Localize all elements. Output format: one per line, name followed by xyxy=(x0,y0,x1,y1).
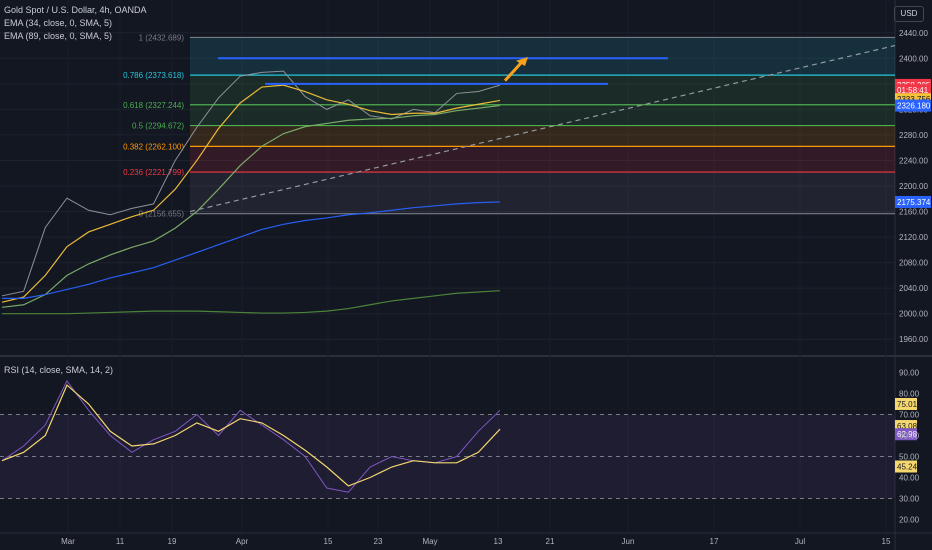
price-tick-label: 2000.00 xyxy=(899,310,928,319)
ema34-legend: EMA (34, close, 0, SMA, 5) xyxy=(4,18,113,28)
series-line xyxy=(2,201,501,299)
fib-level-label: 0 (2156.655) xyxy=(139,210,185,219)
price-badge-label: 01:58:41 xyxy=(897,86,929,95)
time-tick-label: 15 xyxy=(882,537,891,546)
fib-level-label: 0.382 (2262.100) xyxy=(123,142,184,151)
time-tick-label: Mar xyxy=(61,537,75,546)
price-tick-label: 2040.00 xyxy=(899,284,928,293)
fib-level-label: 0.786 (2373.618) xyxy=(123,71,184,80)
fib-band xyxy=(190,146,895,173)
rsi-tick-label: 80.00 xyxy=(899,390,920,399)
time-tick-label: 21 xyxy=(546,537,555,546)
time-tick-label: 11 xyxy=(116,537,125,546)
price-tick-label: 2120.00 xyxy=(899,233,928,242)
rsi-smoothed-line xyxy=(1,384,501,487)
fib-level-label: 0.236 (2221.799) xyxy=(123,168,184,177)
rsi-badge-label: 63.08 xyxy=(897,422,918,431)
time-tick-label: 19 xyxy=(168,537,177,546)
fib-level-label: 0.618 (2327.244) xyxy=(123,101,184,110)
time-tick-label: 23 xyxy=(374,537,383,546)
fib-band xyxy=(190,75,895,105)
rsi-badge xyxy=(895,428,917,441)
price-tick-label: 1960.00 xyxy=(899,335,928,344)
rsi-badge-label: 62.98 xyxy=(897,430,918,439)
rsi-tick-label: 20.00 xyxy=(899,516,920,525)
rsi-tick-label: 70.00 xyxy=(899,411,920,420)
fib-level-label: 0.5 (2294.672) xyxy=(132,122,184,131)
currency-button[interactable]: USD xyxy=(894,6,924,22)
series-line xyxy=(1,70,501,297)
fib-band xyxy=(190,172,895,214)
price-tick-label: 2080.00 xyxy=(899,259,928,268)
fibonacci-retracement[interactable]: 1 (2432.689) 0.786 (2373.618) 0.618 (2327.… xyxy=(123,33,895,219)
fib-band xyxy=(190,125,895,147)
symbol-title: Gold Spot / U.S. Dollar, 4h, OANDA xyxy=(4,5,147,15)
time-tick-label: 13 xyxy=(494,537,503,546)
price-tick-label: 2280.00 xyxy=(899,131,928,140)
ema89-legend: EMA (89, close, 0, SMA, 5) xyxy=(4,31,113,41)
price-series xyxy=(1,70,501,315)
rsi-tick-label: 30.00 xyxy=(899,495,920,504)
price-badge xyxy=(895,99,931,112)
rsi-badge-label: 45.24 xyxy=(897,462,918,471)
price-badge-label: 2326.180 xyxy=(897,102,931,111)
series-line xyxy=(1,84,501,303)
rsi-tick-label: 40.00 xyxy=(899,474,920,483)
time-tick-label: Jun xyxy=(622,537,635,546)
time-tick-label: May xyxy=(422,537,437,546)
trend-line[interactable] xyxy=(189,44,896,213)
price-badge-label: 2175.374 xyxy=(897,198,931,207)
rsi-legend: RSI (14, close, SMA, 14, 2) xyxy=(4,365,114,375)
series-line xyxy=(1,104,501,308)
target-arrowhead[interactable] xyxy=(516,57,528,66)
price-badge xyxy=(895,195,931,208)
price-tick-label: 2160.00 xyxy=(899,208,928,217)
price-tick-label: 2440.00 xyxy=(899,29,928,38)
rsi-tick-label: 90.00 xyxy=(899,369,920,378)
rsi-badge xyxy=(895,397,917,410)
price-tick-label: 2400.00 xyxy=(899,54,928,63)
time-tick-label: 15 xyxy=(324,537,333,546)
fib-band xyxy=(190,104,895,126)
fib-level-label: 1 (2432.689) xyxy=(139,33,185,42)
price-tick-label: 2240.00 xyxy=(899,156,928,165)
axes: 2440.002400.002360.002320.002280.002240.… xyxy=(61,29,931,546)
fib-band xyxy=(190,37,895,76)
rsi-tick-label: 60.00 xyxy=(899,432,920,441)
rsi-tick-label: 50.00 xyxy=(899,453,920,462)
time-tick-label: 17 xyxy=(710,537,719,546)
price-tick-label: 2200.00 xyxy=(899,182,928,191)
time-tick-label: Jul xyxy=(795,537,805,546)
drawings[interactable] xyxy=(189,44,896,213)
time-tick-label: Apr xyxy=(236,537,249,546)
series-line xyxy=(2,290,501,315)
rsi-badge-label: 75.01 xyxy=(897,400,918,409)
rsi-badge xyxy=(895,460,917,473)
